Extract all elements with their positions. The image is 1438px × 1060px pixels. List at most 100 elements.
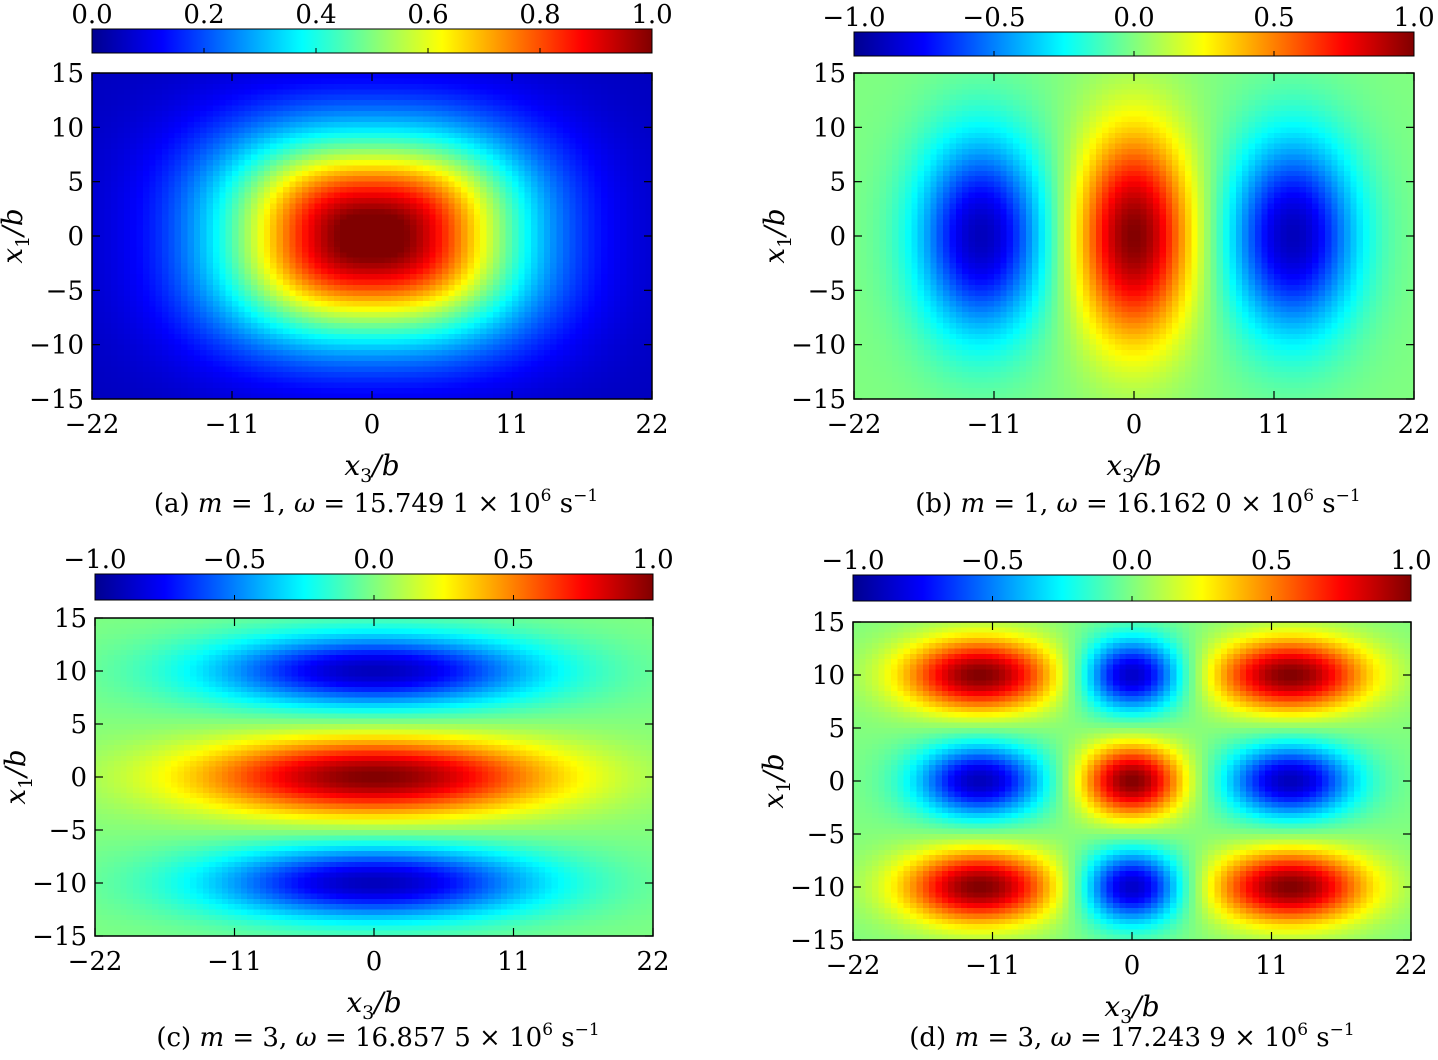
heatmap-cell bbox=[429, 105, 437, 112]
heatmap-cell bbox=[162, 355, 169, 362]
heatmap-cell bbox=[550, 149, 558, 156]
heatmap-cell bbox=[518, 241, 526, 248]
heatmap-cell bbox=[429, 355, 437, 362]
heatmap-cell bbox=[314, 241, 322, 248]
heatmap-cell bbox=[550, 295, 558, 302]
heatmap-cell bbox=[422, 322, 430, 329]
heatmap-cell bbox=[321, 344, 329, 351]
heatmap-cell bbox=[244, 154, 252, 161]
heatmap-cell bbox=[372, 252, 379, 259]
heatmap-cell bbox=[601, 236, 609, 243]
heatmap-cell bbox=[238, 279, 246, 286]
heatmap-cell bbox=[435, 377, 443, 384]
heatmap-cell bbox=[569, 100, 577, 107]
heatmap-cell bbox=[263, 100, 271, 107]
heatmap-cell bbox=[486, 197, 494, 204]
heatmap-cell bbox=[225, 333, 233, 340]
heatmap-cell bbox=[295, 355, 303, 362]
heatmap-cell bbox=[206, 127, 214, 134]
heatmap-cell bbox=[187, 170, 195, 177]
heatmap-cell bbox=[505, 236, 513, 243]
heatmap-cell bbox=[582, 121, 589, 128]
heatmap-cell bbox=[480, 328, 488, 335]
heatmap-cell bbox=[104, 170, 112, 177]
heatmap-cell bbox=[372, 105, 379, 112]
heatmap-cell bbox=[232, 306, 239, 313]
heatmap-cell bbox=[257, 219, 265, 226]
heatmap-cell bbox=[162, 176, 169, 183]
heatmap-cell bbox=[155, 322, 163, 329]
heatmap-cell bbox=[276, 121, 284, 128]
heatmap-cell bbox=[340, 111, 348, 118]
heatmap-cell bbox=[543, 154, 551, 161]
heatmap-cell bbox=[512, 159, 519, 166]
heatmap-cell bbox=[98, 197, 106, 204]
heatmap-cell bbox=[391, 355, 399, 362]
heatmap-cell bbox=[219, 111, 227, 118]
heatmap-cell bbox=[372, 132, 379, 139]
heatmap-cell bbox=[225, 83, 233, 90]
heatmap-cell bbox=[149, 290, 157, 297]
heatmap-cell bbox=[613, 219, 621, 226]
heatmap-cell bbox=[537, 192, 545, 199]
heatmap-cell bbox=[225, 89, 233, 96]
heatmap-cell bbox=[187, 121, 195, 128]
heatmap-cell bbox=[454, 360, 462, 367]
heatmap-cell bbox=[461, 350, 469, 357]
heatmap-cell bbox=[340, 328, 348, 335]
heatmap-cell bbox=[321, 73, 329, 80]
heatmap-cell bbox=[212, 328, 220, 335]
heatmap-cell bbox=[181, 111, 189, 118]
heatmap-cell bbox=[632, 159, 640, 166]
heatmap-cell bbox=[531, 295, 539, 302]
heatmap-cell bbox=[467, 78, 475, 85]
heatmap-cell bbox=[645, 371, 653, 378]
heatmap-cell bbox=[174, 165, 182, 172]
heatmap-cell bbox=[403, 203, 411, 210]
heatmap-cell bbox=[302, 219, 309, 226]
heatmap-cell bbox=[601, 176, 609, 183]
heatmap-cell bbox=[365, 78, 373, 85]
heatmap-cell bbox=[187, 295, 195, 302]
heatmap-cell bbox=[276, 132, 284, 139]
heatmap-cell bbox=[537, 306, 545, 313]
heatmap-cell bbox=[467, 328, 475, 335]
heatmap-cell bbox=[263, 317, 271, 324]
heatmap-cell bbox=[282, 263, 290, 270]
heatmap-cell bbox=[206, 333, 214, 340]
heatmap-cell bbox=[384, 197, 392, 204]
heatmap-cell bbox=[601, 241, 609, 248]
heatmap-cell bbox=[594, 116, 602, 123]
heatmap-cell bbox=[416, 284, 424, 291]
heatmap-cell bbox=[556, 121, 564, 128]
heatmap-cell bbox=[251, 241, 259, 248]
heatmap-cell bbox=[607, 187, 615, 194]
heatmap-cell bbox=[569, 350, 577, 357]
heatmap-cell bbox=[429, 170, 437, 177]
heatmap-cell bbox=[212, 366, 220, 373]
heatmap-cell bbox=[352, 83, 360, 90]
heatmap-cell bbox=[620, 89, 628, 96]
heatmap-cell bbox=[486, 100, 494, 107]
heatmap-cell bbox=[518, 116, 526, 123]
heatmap-cell bbox=[257, 339, 265, 346]
heatmap-cell bbox=[263, 257, 271, 264]
heatmap-cell bbox=[429, 279, 437, 286]
heatmap-cell bbox=[620, 100, 628, 107]
heatmap-cell bbox=[136, 132, 144, 139]
heatmap-cell bbox=[556, 127, 564, 134]
heatmap-cell bbox=[562, 360, 570, 367]
heatmap-cell bbox=[492, 371, 500, 378]
heatmap-cell bbox=[276, 154, 284, 161]
heatmap-cell bbox=[543, 73, 551, 80]
heatmap-cell bbox=[308, 252, 316, 259]
heatmap-cell bbox=[416, 344, 424, 351]
heatmap-cell bbox=[359, 268, 367, 275]
heatmap-cell bbox=[123, 257, 131, 264]
heatmap-cell bbox=[543, 219, 551, 226]
heatmap-cell bbox=[442, 301, 449, 308]
heatmap-cell bbox=[531, 154, 539, 161]
heatmap-cell bbox=[499, 295, 507, 302]
heatmap-cell bbox=[142, 138, 150, 145]
heatmap-cell bbox=[575, 143, 583, 150]
